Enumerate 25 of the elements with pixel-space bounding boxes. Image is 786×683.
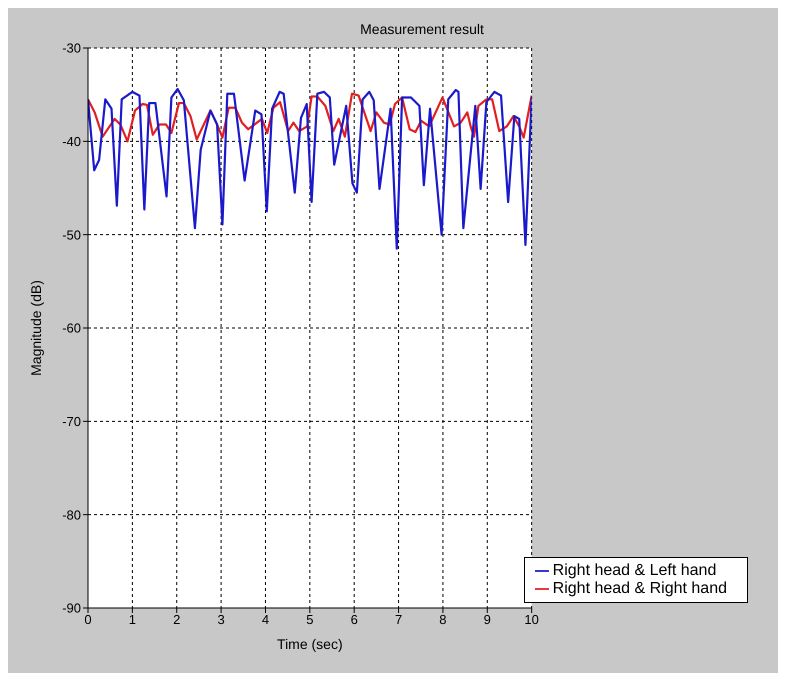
line-series <box>88 92 532 142</box>
x-tick-label: 5 <box>306 612 314 628</box>
line-series <box>88 88 532 250</box>
x-tick-label: 6 <box>350 612 358 628</box>
y-tick-label: -80 <box>62 507 81 522</box>
x-tick-label: 8 <box>439 612 447 628</box>
x-tick-label: 9 <box>484 612 491 628</box>
x-tick-label: 4 <box>262 612 270 628</box>
y-tick-label: -40 <box>62 134 81 149</box>
y-tick-label: -90 <box>62 600 81 616</box>
y-axis-title: Magnitude (dB) <box>28 280 44 376</box>
y-tick-label: -60 <box>62 320 81 336</box>
y-tick-label: -70 <box>62 414 81 429</box>
x-tick-label: 3 <box>217 612 225 628</box>
x-tick-label: 0 <box>84 612 92 628</box>
x-tick-label: 10 <box>524 612 539 628</box>
y-tick-label: -30 <box>62 40 81 56</box>
x-tick-label: 7 <box>394 612 402 628</box>
legend-label: Right head & Left hand <box>552 562 716 579</box>
chart-title: Measurement result <box>360 21 484 37</box>
x-tick-label: 1 <box>128 612 136 628</box>
y-tick-label: -50 <box>62 227 81 242</box>
legend-label: Right head & Right hand <box>552 580 727 597</box>
x-tick-label: 2 <box>173 612 180 628</box>
x-axis-title: Time (sec) <box>277 636 343 652</box>
